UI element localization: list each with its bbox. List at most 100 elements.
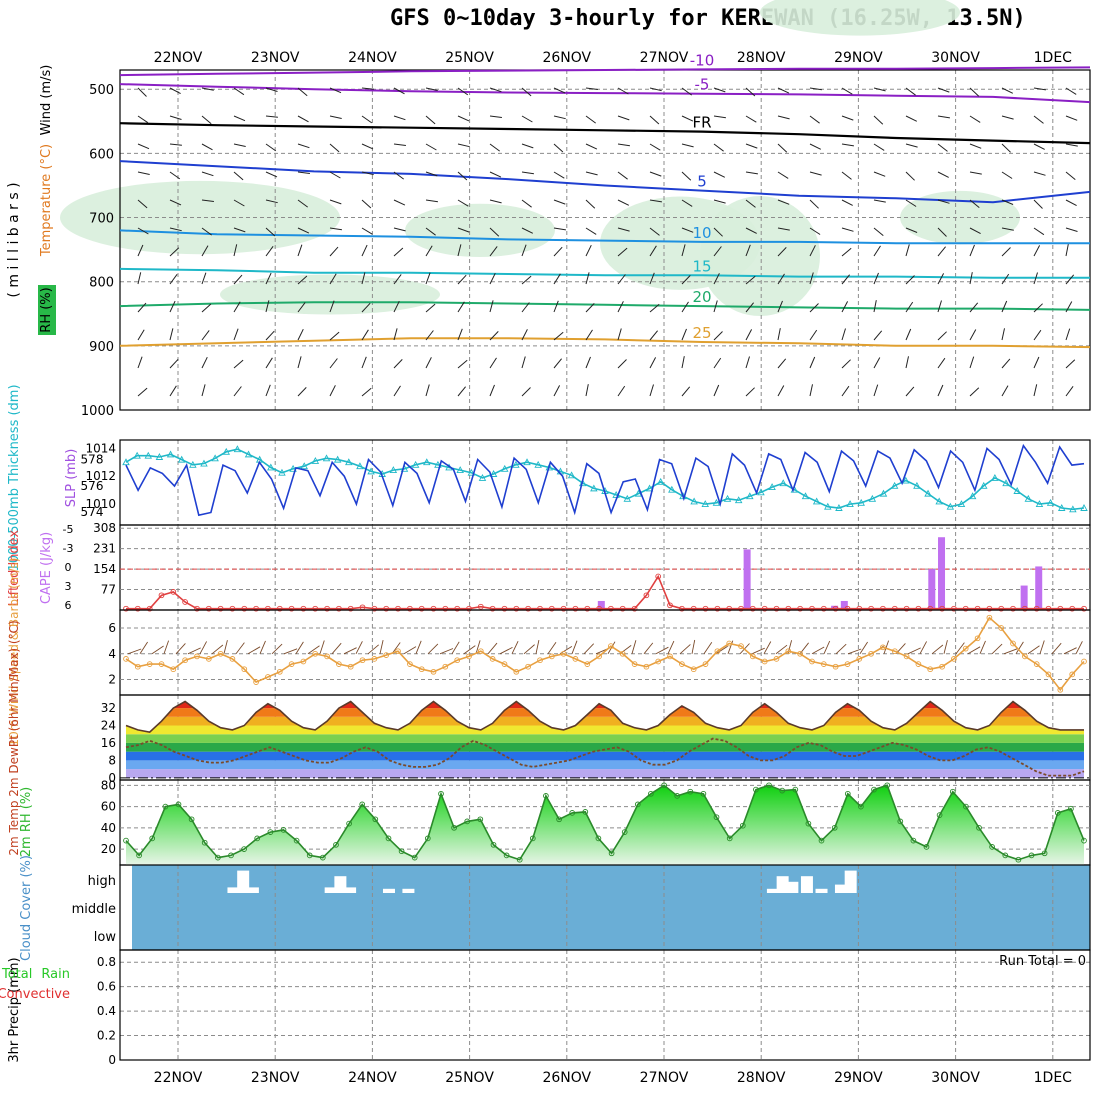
wind-barb — [841, 143, 854, 147]
wind-speed-line-point — [726, 640, 733, 647]
cape-bar — [1035, 566, 1043, 610]
wind-barb — [201, 356, 208, 369]
temp-tick-label: 24 — [101, 719, 116, 733]
wind-barb-10m — [127, 648, 142, 655]
wind-barb — [297, 199, 308, 208]
wind-speed-line-point — [572, 656, 579, 662]
wind-speed-line-point — [560, 650, 567, 657]
wind-barb — [1001, 115, 1014, 120]
thickness-line-point — [812, 497, 821, 505]
x-tick-label-bottom: 25NOV — [445, 1070, 494, 1086]
wind-barb — [777, 87, 790, 94]
thickness-line-point — [489, 470, 498, 477]
wind-barb — [1033, 227, 1045, 236]
wind-barb — [137, 227, 149, 235]
wind-barb — [713, 331, 723, 341]
wind-barb — [425, 303, 436, 313]
wind-barb — [297, 387, 307, 397]
wind-barb — [329, 227, 342, 231]
thickness-line-point — [946, 502, 955, 510]
thickness-line-point — [545, 463, 554, 471]
wind-barb — [937, 384, 944, 397]
wind-barb — [745, 199, 756, 208]
wind-barb — [905, 386, 915, 397]
high-cloud-bar — [800, 876, 813, 893]
wind-barb — [1001, 300, 1008, 313]
wind-barb — [169, 143, 182, 146]
wind-barb — [489, 87, 502, 93]
wind-barb — [1001, 199, 1014, 205]
slp-panel-frame — [119, 439, 1091, 526]
wind-barb — [265, 115, 278, 118]
rh-line-point — [306, 852, 313, 859]
precip-tick-label: 0.4 — [97, 1004, 116, 1018]
wind-speed-line-point — [844, 661, 851, 667]
wind-barb-10m — [175, 643, 186, 655]
x-tick-label-bottom: 26NOV — [542, 1070, 591, 1086]
wind-barb — [1065, 87, 1077, 95]
wind-barb — [969, 227, 981, 235]
run-total-label: Run Total = 0 — [999, 954, 1086, 969]
wind-barb-10m — [499, 646, 513, 655]
wind-barb — [329, 87, 342, 94]
dewpoint-line — [125, 737, 1085, 777]
wind-barb — [233, 328, 239, 341]
wind-speed-line-point — [123, 656, 129, 662]
wind-barb — [873, 87, 886, 92]
wind-barb — [297, 302, 306, 313]
wind-barb — [297, 244, 303, 257]
wind-barb — [1065, 115, 1078, 121]
rh-line-point — [162, 803, 169, 810]
wind-barb — [649, 171, 662, 177]
lifted-index-line-point — [265, 605, 271, 612]
temperature-axis-label: Temperature (°C) — [39, 144, 54, 257]
wind-barb — [745, 143, 758, 149]
wind-barb — [1033, 245, 1041, 257]
thickness-line-point — [233, 445, 242, 453]
thickness-line-point — [746, 492, 754, 500]
wind-speed-line-point — [1069, 671, 1076, 678]
thickness-line-point — [656, 477, 665, 485]
wind-barb — [169, 171, 181, 180]
rh-line-point — [385, 835, 392, 842]
lifted-index-line-point — [548, 605, 555, 612]
temp-band — [126, 734, 1084, 743]
pressure-tick-label: 600 — [89, 147, 114, 162]
wind-barb — [905, 275, 915, 285]
lifted-index-line-point — [1045, 605, 1052, 612]
x-tick-label-bottom: 27NOV — [640, 1070, 689, 1086]
wind-barb-10m — [211, 644, 224, 655]
wind-speed-line-point — [347, 663, 354, 670]
wind-barb — [745, 171, 758, 175]
wind-barb — [489, 143, 500, 152]
wind-barb — [329, 143, 340, 153]
rh-shading — [760, 0, 960, 36]
wind-barb — [809, 115, 820, 124]
rh-line-point — [451, 824, 457, 831]
li-tick-label: 3 — [65, 580, 72, 593]
wind-speed-line-point — [596, 653, 602, 660]
high-cloud-bar — [786, 881, 799, 893]
wind-barb-10m — [151, 645, 164, 655]
wind-barb-10m — [355, 641, 363, 654]
wind-barb-10m — [979, 640, 986, 654]
thickness-line-point — [155, 453, 164, 460]
wind-barb — [969, 87, 980, 97]
wind-barb — [169, 227, 182, 232]
lifted-index-line-point — [738, 605, 744, 612]
wind-barb — [137, 143, 150, 150]
wind-barb — [713, 171, 726, 178]
li-axis-label: Lifted Index — [7, 529, 22, 606]
rh-line-point — [976, 824, 982, 831]
isotherm-label: -10 — [690, 51, 715, 69]
wind-tick-label: 2 — [108, 673, 116, 687]
lifted-index-line-point — [442, 605, 449, 612]
rh-line-point — [831, 824, 838, 831]
wind-barb — [585, 171, 598, 176]
lifted-index-line-point — [229, 605, 236, 612]
rh-line-point — [936, 812, 943, 818]
thickness-line-point — [356, 462, 364, 470]
wind-barb — [969, 356, 975, 369]
wind-barb — [169, 328, 174, 341]
thickness-line-point — [345, 458, 353, 466]
